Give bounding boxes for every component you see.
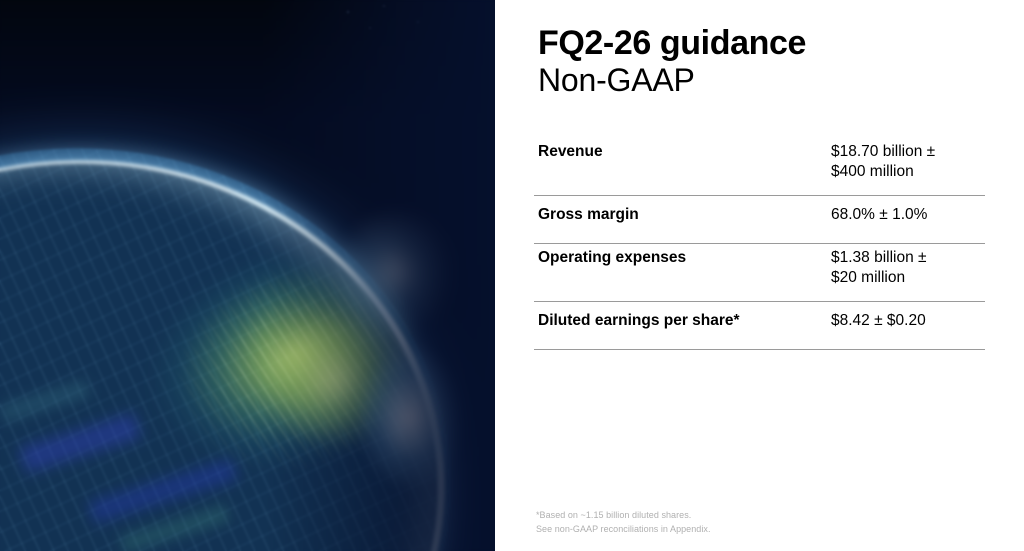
wafer-depth-of-field	[0, 0, 495, 551]
wafer-yellow-highlight	[231, 279, 439, 481]
wafer-rim-light	[0, 95, 495, 551]
content-panel: FQ2-26 guidance Non-GAAP Revenue $18.70 …	[495, 0, 1024, 551]
row-label: Operating expenses	[538, 249, 687, 266]
row-label: Revenue	[538, 143, 603, 160]
table-row: Diluted earnings per share* $8.42 ± $0.2…	[534, 302, 985, 350]
row-label: Diluted earnings per share*	[538, 312, 740, 329]
wafer-top-shadow	[0, 0, 495, 300]
wafer-green-grid	[122, 229, 448, 535]
footnote: *Based on ~1.15 billion diluted shares. …	[536, 510, 711, 534]
wafer-disc	[0, 81, 495, 551]
wafer-image-panel	[0, 0, 495, 551]
wafer-fleck	[119, 504, 231, 551]
row-value: $1.38 billion ± $20 million	[831, 249, 927, 286]
wafer-fleck	[0, 379, 91, 423]
page-title: FQ2-26 guidance	[538, 24, 806, 62]
wafer-die-grid	[0, 81, 495, 551]
row-value: 68.0% ± 1.0%	[831, 206, 928, 223]
wafer-fleck	[88, 458, 238, 524]
table-row: Operating expenses $1.38 billion ± $20 m…	[534, 244, 985, 302]
wafer-specular-hotspot	[352, 330, 492, 520]
table-row: Gross margin 68.0% ± 1.0%	[534, 196, 985, 244]
wafer-dust-specks	[330, 0, 460, 40]
slide-heading: FQ2-26 guidance Non-GAAP	[538, 24, 806, 99]
guidance-table: Revenue $18.70 billion ± $400 million Gr…	[534, 138, 985, 350]
wafer-specular-secondary	[300, 170, 460, 340]
row-value: $8.42 ± $0.20	[831, 312, 926, 329]
wafer-background	[0, 0, 495, 551]
wafer-green-highlight	[91, 218, 449, 542]
row-value: $18.70 billion ± $400 million	[831, 143, 936, 180]
table-row: Revenue $18.70 billion ± $400 million	[534, 138, 985, 196]
page-subtitle: Non-GAAP	[538, 62, 695, 99]
wafer-right-shadow	[265, 0, 495, 551]
wafer-fleck	[18, 413, 142, 473]
row-label: Gross margin	[538, 206, 639, 223]
